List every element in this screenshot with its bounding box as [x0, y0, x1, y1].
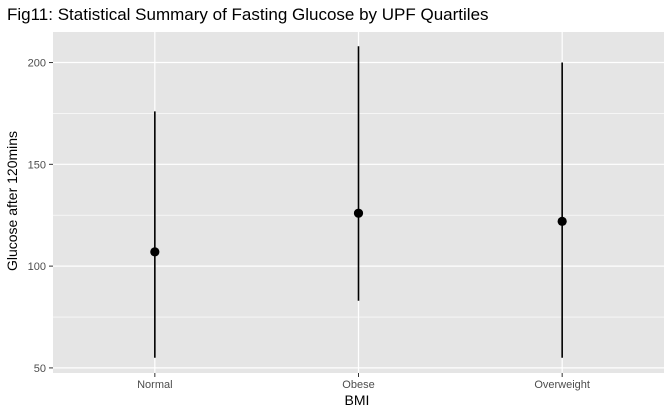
y-tick-label: 50	[34, 363, 46, 375]
x-tick-label: Obese	[342, 379, 374, 391]
y-tick-label: 200	[28, 58, 46, 70]
point-obese	[353, 208, 364, 218]
x-axis: Normal Obese Overweight	[137, 373, 590, 391]
chart-title: Fig11: Statistical Summary of Fasting Gl…	[7, 5, 489, 24]
x-tick-label: Normal	[137, 379, 172, 391]
x-tick-label: Overweight	[534, 379, 590, 391]
y-axis-title: Glucose after 120mins	[4, 131, 20, 271]
point-normal	[150, 247, 160, 257]
point-overweight	[557, 216, 567, 226]
data-marks	[150, 46, 567, 358]
y-tick-label: 150	[28, 159, 46, 171]
y-tick-label: 100	[28, 261, 46, 273]
y-axis: 50 100 150 200	[28, 58, 53, 375]
x-axis-title: BMI	[345, 392, 370, 408]
